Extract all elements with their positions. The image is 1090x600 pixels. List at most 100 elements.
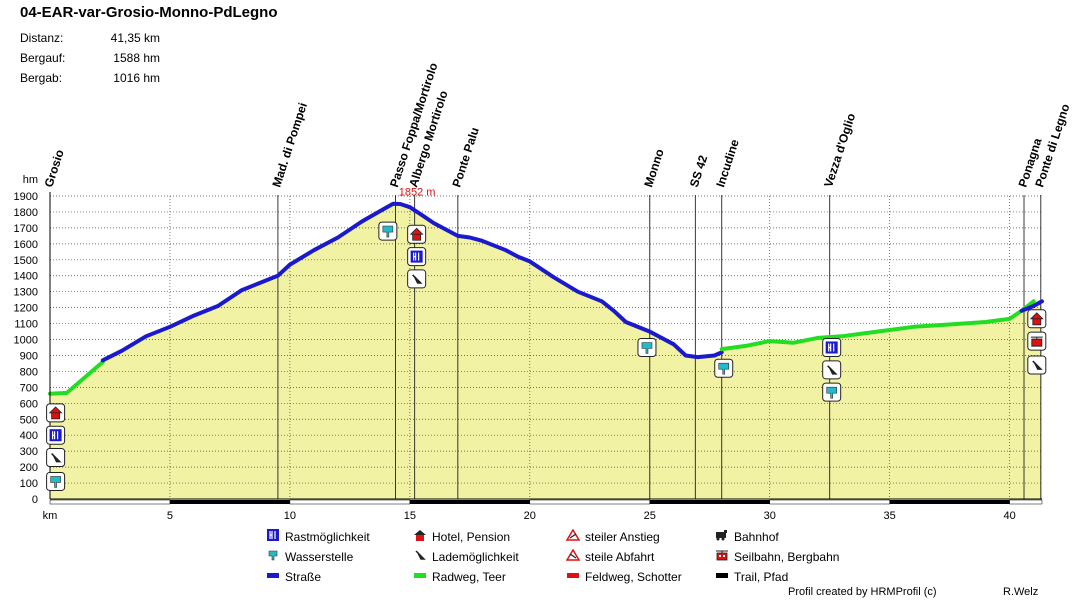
legend-cycleway: Radweg, Teer xyxy=(412,568,506,584)
surface-bar-segment xyxy=(529,499,651,505)
restaurant-icon xyxy=(265,528,281,545)
y-tick-label: 1200 xyxy=(14,303,38,315)
legend-steep-down: steile Abfahrt xyxy=(565,548,654,564)
descent-label: Bergab: xyxy=(20,71,63,85)
profile-area-fill xyxy=(50,203,1042,499)
hotel-icon xyxy=(46,403,66,423)
legend-hotel: Hotel, Pension xyxy=(412,528,510,544)
y-tick-label: 200 xyxy=(20,462,38,474)
legend-label: Trail, Pfad xyxy=(734,569,789,584)
descent-value: 1016 hm xyxy=(113,71,160,85)
legend-label: Hotel, Pension xyxy=(432,529,511,544)
charging-icon xyxy=(412,549,428,565)
surface-bar-segment xyxy=(49,499,171,505)
chart-title: 04-EAR-var-Grosio-Monno-PdLegno xyxy=(20,4,278,21)
water-icon xyxy=(378,221,398,241)
water-icon xyxy=(46,471,66,491)
x-tick-label: 20 xyxy=(524,510,536,522)
y-tick-label: 1500 xyxy=(14,255,38,267)
restaurant-icon xyxy=(822,338,842,357)
legend-road: Straße xyxy=(265,568,321,584)
peak-elevation-label: 1852 m xyxy=(399,187,436,199)
y-tick-label: 1900 xyxy=(14,191,38,203)
legend-label: Lademöglichkeit xyxy=(432,549,519,564)
water-icon xyxy=(637,338,657,357)
x-tick-label: 10 xyxy=(284,510,296,522)
y-tick-label: 1300 xyxy=(14,287,38,299)
surface-bar-segment xyxy=(649,500,770,504)
legend-restaurant: Rastmöglichkeit xyxy=(265,528,370,544)
legend-charging: Lademöglichkeit xyxy=(412,548,519,564)
waypoint-label: Incudine xyxy=(713,137,742,189)
y-tick-label: 1600 xyxy=(14,239,38,251)
charging-icon xyxy=(407,269,427,289)
legend-label: Radweg, Teer xyxy=(432,569,506,584)
y-tick-label: 1800 xyxy=(14,207,38,219)
legend-train: Bahnhof xyxy=(714,528,779,544)
charging-icon xyxy=(822,360,842,380)
cycleway-line-icon xyxy=(412,569,428,585)
legend-label: steiler Anstieg xyxy=(585,529,660,544)
x-tick-label: 30 xyxy=(764,510,776,522)
charging-icon xyxy=(46,448,66,468)
legend-label: Feldweg, Schotter xyxy=(585,569,682,584)
x-tick-label: 25 xyxy=(644,510,656,522)
steep-up-icon xyxy=(565,528,581,545)
hotel-icon xyxy=(412,529,428,545)
profile-line-road xyxy=(1019,299,1044,313)
y-tick-label: 900 xyxy=(20,350,38,362)
waypoint-label: Ponte Palu xyxy=(449,126,481,189)
dirt-line-icon xyxy=(565,569,581,585)
legend-label: Wasserstelle xyxy=(285,549,354,564)
trail-line-icon xyxy=(714,569,730,585)
cablecar-icon xyxy=(714,549,730,565)
charging-icon xyxy=(1027,355,1047,375)
water-icon xyxy=(822,382,842,402)
y-tick-label: 1100 xyxy=(14,319,38,331)
hotel-icon xyxy=(1027,309,1047,329)
legend-cablecar: Seilbahn, Bergbahn xyxy=(714,548,839,564)
waypoint-label: Vezza d'Oglio xyxy=(821,111,858,188)
legend-label: steile Abfahrt xyxy=(585,549,655,564)
legend-water: Wasserstelle xyxy=(265,548,353,564)
surface-bar-segment xyxy=(169,500,290,504)
surface-bar-segment xyxy=(409,500,530,504)
legend-steep-up: steiler Anstieg xyxy=(565,528,660,544)
y-axis-unit: hm xyxy=(23,174,38,186)
legend-label: Rastmöglichkeit xyxy=(285,529,370,544)
steep-down-icon xyxy=(565,548,581,565)
train-icon xyxy=(714,529,730,545)
profile-line-road xyxy=(100,201,724,363)
x-tick-label: 40 xyxy=(1003,510,1015,522)
legend-label: Seilbahn, Bergbahn xyxy=(734,549,840,564)
y-tick-label: 1000 xyxy=(14,335,38,347)
y-tick-label: 400 xyxy=(20,430,38,442)
ascent-label: Bergauf: xyxy=(20,51,66,65)
restaurant-icon xyxy=(407,247,427,267)
cablecar-icon xyxy=(1027,331,1047,351)
x-tick-label: 15 xyxy=(404,510,416,522)
profile-line-cycleway xyxy=(719,299,1036,352)
water-icon xyxy=(714,358,734,378)
x-tick-label: 5 xyxy=(167,510,173,522)
y-tick-label: 300 xyxy=(20,446,38,458)
surface-bar-segment xyxy=(769,499,890,505)
ascent-value: 1588 hm xyxy=(113,51,160,65)
y-tick-label: 800 xyxy=(20,366,38,378)
waypoint-label: Mad. di Pompei xyxy=(269,101,310,189)
distance-label: Distanz: xyxy=(20,31,64,45)
y-tick-label: 100 xyxy=(20,478,38,490)
waypoint-label: SS 42 xyxy=(687,153,711,189)
author-text: R.Welz xyxy=(1003,586,1039,598)
surface-bar-segment xyxy=(889,500,1010,504)
legend-trail: Trail, Pfad xyxy=(714,568,788,584)
surface-bar-segment xyxy=(289,499,411,505)
y-tick-label: 500 xyxy=(20,414,38,426)
distance-value: 41,35 km xyxy=(110,31,160,45)
hotel-icon xyxy=(407,224,427,244)
legend-label: Bahnhof xyxy=(734,529,779,544)
restaurant-icon xyxy=(46,425,66,445)
y-tick-label: 0 xyxy=(32,494,38,506)
x-axis-unit: km xyxy=(43,510,58,522)
